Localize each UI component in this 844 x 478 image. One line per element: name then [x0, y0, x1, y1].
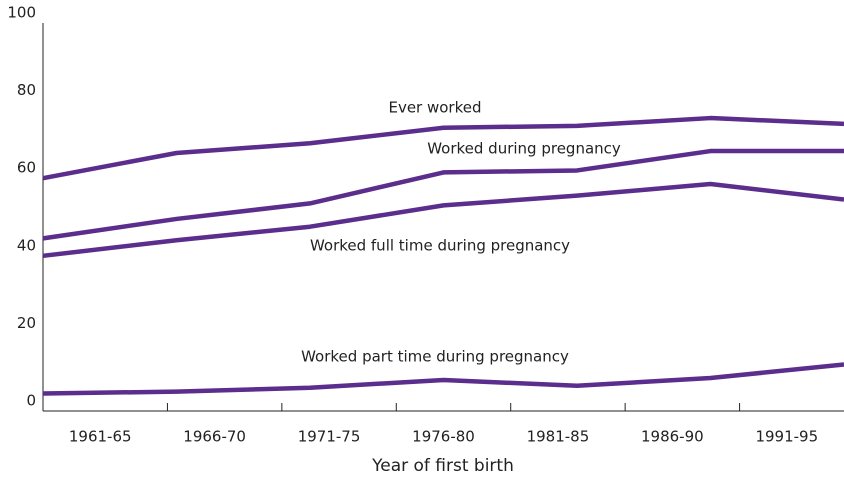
- series-line: [42, 181, 844, 259]
- x-axis-title: Year of first birth: [371, 456, 514, 476]
- series-line: [42, 148, 844, 241]
- x-tick-label: 1986-90: [641, 428, 704, 446]
- series-line: [42, 362, 844, 396]
- y-tick-label: 80: [17, 81, 36, 99]
- y-tick-label: 0: [26, 392, 36, 410]
- series-label: Worked full time during pregnancy: [310, 237, 570, 255]
- series-label: Worked during pregnancy: [427, 140, 621, 158]
- y-tick-label: 20: [17, 314, 36, 332]
- series-label: Ever worked: [388, 99, 481, 117]
- x-tick-label: 1981-85: [527, 428, 590, 446]
- x-tick-label: 1961-65: [69, 428, 132, 446]
- series-label: Worked part time during pregnancy: [301, 348, 569, 366]
- x-tick-label: 1976-80: [412, 428, 475, 446]
- x-tick-label: 1971-75: [298, 428, 361, 446]
- y-tick-label: 40: [17, 236, 36, 254]
- series-line: [42, 115, 844, 181]
- x-tick-label: 1966-70: [183, 428, 246, 446]
- x-tick-label: 1991-95: [755, 428, 818, 446]
- y-tick-label: 60: [17, 159, 36, 177]
- y-tick-label: 100: [7, 4, 36, 22]
